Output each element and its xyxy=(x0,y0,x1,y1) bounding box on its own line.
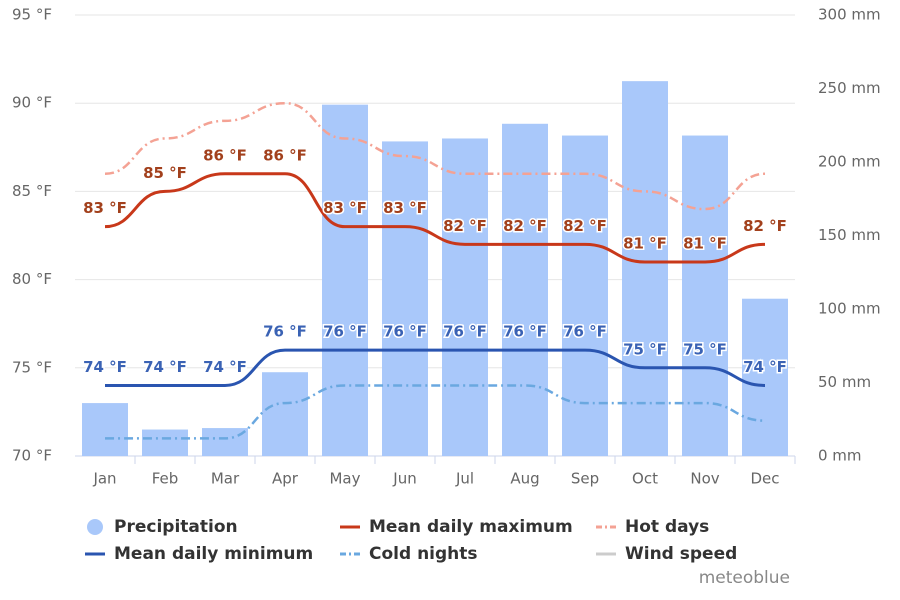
legend-label: Mean daily minimum xyxy=(114,544,313,564)
value-label: 83 °F xyxy=(83,199,127,217)
value-label: 74 °F xyxy=(203,358,247,376)
value-label: 86 °F xyxy=(263,146,307,164)
bar xyxy=(442,138,488,457)
bar xyxy=(682,135,728,457)
value-label: 76 °F xyxy=(263,323,307,341)
value-label: 82 °F xyxy=(503,217,547,235)
x-tick-label: Nov xyxy=(690,470,719,488)
x-tick-label: Aug xyxy=(510,470,539,488)
value-label: 76 °F xyxy=(383,323,427,341)
y-tick-label: 80 °F xyxy=(12,270,52,288)
value-label: 86 °F xyxy=(203,146,247,164)
bar xyxy=(382,141,428,457)
value-label: 74 °F xyxy=(83,358,127,376)
y-tick-label: 95 °F xyxy=(12,6,52,24)
value-label: 74 °F xyxy=(143,358,187,376)
y2-tick-label: 250 mm xyxy=(818,79,881,97)
line xyxy=(105,384,766,440)
x-tick-label: Feb xyxy=(152,470,179,488)
bar xyxy=(562,135,608,457)
x-tick-label: Apr xyxy=(272,470,299,488)
legend-label: Precipitation xyxy=(114,517,238,537)
x-tick-label: Mar xyxy=(211,470,240,488)
value-label: 85 °F xyxy=(143,164,187,182)
bar xyxy=(142,429,188,456)
value-label: 76 °F xyxy=(443,323,487,341)
y-tick-label: 85 °F xyxy=(12,182,52,200)
bar xyxy=(82,403,128,456)
y-tick-label: 75 °F xyxy=(12,358,52,376)
value-label: 82 °F xyxy=(563,217,607,235)
value-label: 83 °F xyxy=(383,199,427,217)
legend-label: Wind speed xyxy=(625,544,737,564)
legend-symbol xyxy=(87,519,103,535)
bar xyxy=(622,81,668,457)
legend-label: Mean daily maximum xyxy=(369,517,573,537)
bar xyxy=(502,123,548,456)
y2-tick-label: 0 mm xyxy=(818,447,862,465)
value-label: 82 °F xyxy=(743,217,787,235)
line xyxy=(104,172,766,264)
y-tick-label: 90 °F xyxy=(12,94,52,112)
y2-tick-label: 50 mm xyxy=(818,373,871,391)
bar xyxy=(742,298,788,456)
x-tick-label: May xyxy=(329,470,360,488)
line xyxy=(105,348,766,387)
x-tick-label: Jul xyxy=(455,470,474,488)
legend-label: Hot days xyxy=(625,517,709,537)
value-label: 82 °F xyxy=(443,217,487,235)
value-label: 75 °F xyxy=(683,340,727,358)
bar xyxy=(262,372,308,456)
x-tick-label: Oct xyxy=(632,470,658,488)
value-label: 81 °F xyxy=(623,234,667,252)
value-label: 75 °F xyxy=(623,340,667,358)
x-tick-label: Dec xyxy=(750,470,779,488)
credit: meteoblue xyxy=(699,568,790,588)
value-label: 76 °F xyxy=(323,323,367,341)
value-label: 83 °F xyxy=(323,199,367,217)
x-tick-label: Jan xyxy=(92,470,116,488)
y2-tick-label: 300 mm xyxy=(818,6,881,24)
value-label: 76 °F xyxy=(503,323,547,341)
y2-tick-label: 200 mm xyxy=(818,153,881,171)
bar xyxy=(202,428,248,456)
legend-label: Cold nights xyxy=(369,544,478,564)
x-tick-label: Sep xyxy=(571,470,599,488)
value-label: 81 °F xyxy=(683,234,727,252)
y2-tick-label: 100 mm xyxy=(818,300,881,318)
line xyxy=(104,101,766,211)
value-label: 74 °F xyxy=(743,358,787,376)
value-label: 76 °F xyxy=(563,323,607,341)
y2-tick-label: 150 mm xyxy=(818,226,881,244)
x-tick-label: Jun xyxy=(392,470,416,488)
y-tick-label: 70 °F xyxy=(12,447,52,465)
bar xyxy=(322,104,368,457)
